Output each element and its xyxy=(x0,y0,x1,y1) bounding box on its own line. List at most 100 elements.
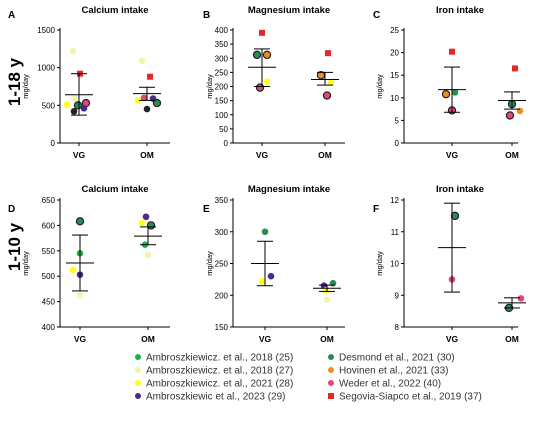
legend-label: Ambroszkiewicz. et al., 2018 (25) xyxy=(146,353,293,364)
panel-e: E Magnesium intake mg/day 150 200 250 300 350 VG… xyxy=(203,184,345,344)
data-point xyxy=(142,213,150,221)
y-tick-label: 0 xyxy=(51,139,56,148)
data-point xyxy=(322,91,332,100)
panel-a: A Calcium intake mg/day 0 500 1000 1500 VG OM xyxy=(8,5,170,160)
legend-label: Ambroszkiewic et al., 2023 (29) xyxy=(146,392,286,403)
legend-item: Desmond et al., 2021 (30) xyxy=(328,353,455,364)
data-point xyxy=(323,296,331,303)
category-label: VG xyxy=(73,150,86,160)
y-tick-label: 150 xyxy=(215,323,229,332)
panel-letter: B xyxy=(203,10,210,21)
y-tick-label: 600 xyxy=(42,221,56,230)
data-point xyxy=(262,50,272,60)
category-label: VG xyxy=(446,334,459,344)
legend-marker xyxy=(135,393,141,399)
y-tick-label: 10 xyxy=(390,94,399,103)
legend-marker xyxy=(135,367,141,373)
data-point xyxy=(451,89,459,96)
legend-marker xyxy=(135,380,141,386)
legend-label: Desmond et al., 2021 (30) xyxy=(339,353,455,364)
legend-label: Segovia-Siapco et al., 2019 (37) xyxy=(339,392,482,403)
data-point xyxy=(70,95,78,102)
legend-item: Weder et al., 2022 (40) xyxy=(328,379,441,390)
category-label: VG xyxy=(74,334,87,344)
data-point xyxy=(327,78,335,86)
data-point-square xyxy=(259,29,265,36)
y-tick-label: 250 xyxy=(215,260,229,269)
row-label-1-18: 1-18 y xyxy=(5,57,24,106)
y-tick-label: 9 xyxy=(395,291,400,300)
y-tick-label: 300 xyxy=(215,54,229,63)
panel-letter: C xyxy=(373,10,380,21)
y-tick-label: 200 xyxy=(215,83,229,92)
y-tick-label: 200 xyxy=(215,291,229,300)
y-tick-label: 450 xyxy=(42,298,56,307)
data-point xyxy=(75,217,85,226)
data-point xyxy=(252,50,262,60)
chart-title: Iron intake xyxy=(436,5,484,16)
data-point xyxy=(258,277,266,285)
y-tick-label: 11 xyxy=(391,228,400,237)
data-point-square xyxy=(325,50,331,57)
y-axis-label: mg/day xyxy=(205,251,214,276)
y-tick-label: 50 xyxy=(219,125,228,134)
legend-item: Hovinen et al., 2021 (33) xyxy=(328,366,449,377)
y-tick-label: 650 xyxy=(42,196,56,205)
category-label: OM xyxy=(318,150,332,160)
category-label: OM xyxy=(505,150,519,160)
legend-label: Ambroszkiewicz. et al., 2021 (28) xyxy=(146,379,293,390)
y-tick-label: 12 xyxy=(390,196,399,205)
y-tick-label: 500 xyxy=(42,101,56,110)
panel-letter: E xyxy=(203,204,210,215)
data-point xyxy=(255,83,265,92)
data-point xyxy=(73,101,83,110)
y-tick-label: 150 xyxy=(215,97,229,106)
data-point xyxy=(70,108,78,115)
y-tick-label: 500 xyxy=(42,272,56,281)
y-tick-label: 400 xyxy=(215,26,229,35)
legend-marker xyxy=(328,367,334,373)
y-tick-label: 1500 xyxy=(37,26,55,35)
y-tick-label: 300 xyxy=(215,228,229,237)
data-point xyxy=(63,101,71,108)
chart-title: Magnesium intake xyxy=(248,184,330,195)
legend-label: Hovinen et al., 2021 (33) xyxy=(339,366,449,377)
panel-c: C Iron intake mg/day 0 5 10 15 20 25 VG OM xyxy=(373,5,526,160)
panel-letter: F xyxy=(373,204,379,215)
panel-d: D Calcium intake mg/day 400 450 500 550 600 650 V… xyxy=(8,184,170,344)
legend-marker xyxy=(328,354,334,360)
data-point xyxy=(80,105,88,112)
legend-marker xyxy=(135,354,141,360)
y-tick-label: 350 xyxy=(215,40,229,49)
y-tick-label: 10 xyxy=(390,260,399,269)
data-point xyxy=(138,57,146,65)
panel-f: F Iron intake mg/day 8 9 10 11 12 VG OM xyxy=(373,184,526,344)
data-point xyxy=(140,94,148,102)
category-label: OM xyxy=(505,334,519,344)
legend-marker-square xyxy=(328,393,334,399)
data-point xyxy=(144,251,152,259)
chart-title: Calcium intake xyxy=(81,5,148,16)
category-label: OM xyxy=(141,334,155,344)
y-tick-label: 20 xyxy=(390,49,399,58)
data-point xyxy=(263,78,271,85)
data-point xyxy=(441,89,451,99)
data-point xyxy=(152,98,162,108)
row-label-1-10: 1-10 y xyxy=(5,222,24,271)
chart-title: Magnesium intake xyxy=(248,5,330,16)
legend-label: Weder et al., 2022 (40) xyxy=(339,379,441,390)
data-point xyxy=(138,219,146,227)
data-point xyxy=(143,105,151,113)
y-axis-label: mg/day xyxy=(21,74,30,99)
category-label: VG xyxy=(446,150,459,160)
panel-letter: D xyxy=(8,204,15,215)
y-tick-label: 100 xyxy=(215,111,229,120)
data-point xyxy=(69,47,77,55)
y-tick-label: 350 xyxy=(215,196,229,205)
data-point xyxy=(450,211,460,221)
category-label: OM xyxy=(320,334,334,344)
data-point-square xyxy=(449,48,455,55)
category-label: OM xyxy=(140,150,154,160)
data-point xyxy=(267,272,275,280)
